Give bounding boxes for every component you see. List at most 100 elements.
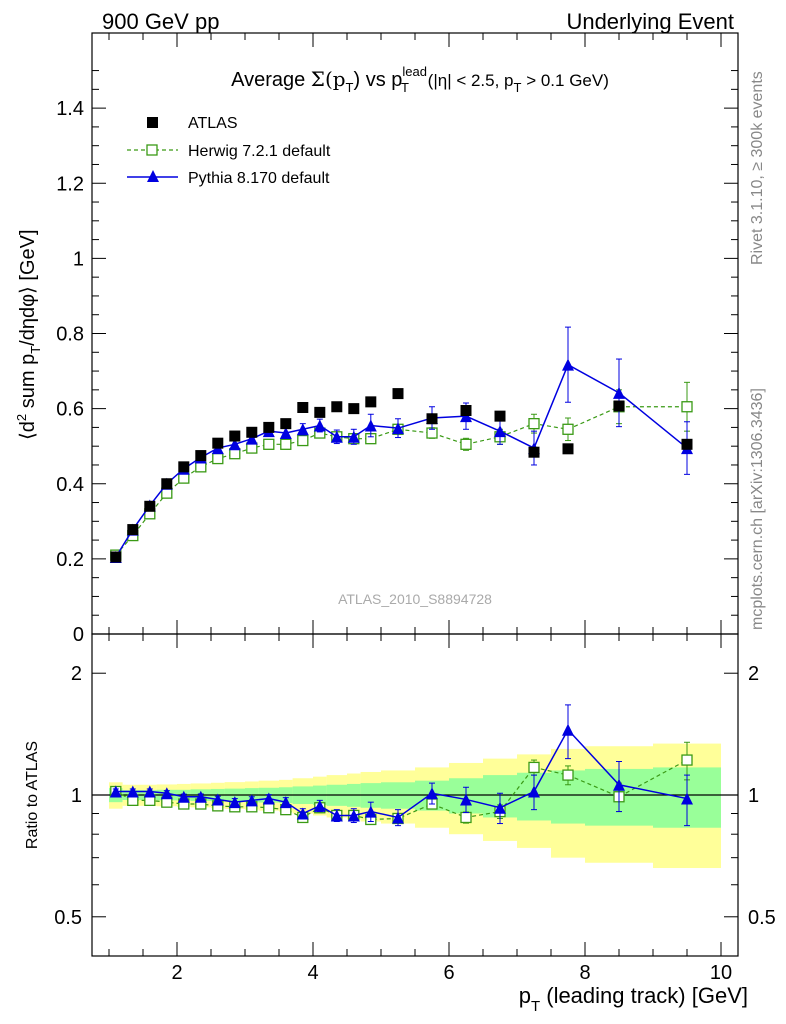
main-atlas-point [195, 450, 207, 462]
main-pythia-marker [613, 386, 625, 399]
ratio-pythia-marker [426, 787, 438, 800]
main-atlas-point [331, 401, 343, 413]
ratio-herwig-marker [528, 761, 540, 774]
main-herwig-marker [263, 438, 275, 450]
x-tick-label: 10 [710, 962, 732, 984]
legend-atlas-marker [147, 117, 158, 128]
main-y-label: ⟨d2 sum pT/dηdφ⟩ [GeV] [14, 229, 43, 440]
main-pythia-marker [313, 419, 326, 432]
main-y-tick-label: 1 [73, 248, 84, 270]
ratio-pythia-marker [562, 723, 574, 736]
main-y-tick-label: 0 [73, 624, 84, 646]
main-atlas-point [426, 413, 438, 425]
main-y-tick-label: 0.2 [56, 549, 84, 571]
main-pythia-marker [562, 358, 574, 371]
main-pythia-marker [392, 422, 404, 435]
ratio-pythia-marker [228, 796, 241, 809]
header-left: 900 GeV pp [102, 9, 219, 34]
ratio-herwig-marker [460, 811, 472, 824]
ratio-pythia-marker [364, 805, 377, 818]
main-pythia-marker [494, 425, 506, 438]
ratio-herwig-line [115, 759, 688, 821]
legend: ATLAS Herwig 7.2.1 default Pythia 8.170 … [127, 115, 331, 187]
legend-herwig-marker [146, 144, 158, 156]
ratio-pythia-marker [160, 787, 173, 800]
legend-atlas-label: ATLAS [188, 115, 238, 132]
main-atlas-point [528, 446, 540, 458]
ratio-y-tick-label: 2 [71, 663, 82, 685]
main-herwig-marker [681, 401, 693, 413]
main-herwig-marker [297, 434, 309, 447]
mcplots-label: mcplots.cern.ch [arXiv:1306.3436] [749, 388, 766, 630]
main-pythia-marker [330, 430, 343, 443]
legend-pythia-label: Pythia 8.170 default [188, 170, 330, 187]
main-atlas-point [297, 401, 309, 413]
ratio-pythia-marker [177, 790, 190, 803]
ratio-pythia-marker [613, 778, 625, 791]
ratio-data-layer [109, 704, 693, 827]
rivet-label: Rivet 3.1.10, ≥ 300k events [749, 71, 766, 265]
main-atlas-point [613, 400, 625, 412]
ratio-frame [91, 633, 739, 957]
main-atlas-point [144, 500, 156, 512]
main-atlas-point [348, 403, 360, 415]
x-tick-label: 6 [443, 962, 454, 984]
ratio-pythia-marker [392, 811, 404, 824]
main-atlas-point [229, 430, 241, 442]
ratio-y-tick-label-right: 0.5 [748, 907, 776, 929]
main-y-tick-label: 0.4 [56, 474, 84, 496]
main-pythia-marker [279, 427, 292, 440]
x-tick-label: 8 [579, 962, 590, 984]
ratio-pythia-marker [528, 785, 540, 798]
ratio-y-tick-label-right: 1 [748, 785, 759, 807]
ratio-pythia-marker [296, 807, 309, 820]
legend-pythia-marker [147, 170, 159, 182]
ratio-pythia-marker [494, 801, 506, 814]
main-atlas-point [681, 438, 693, 450]
ratio-y-label: Ratio to ATLAS [24, 741, 41, 849]
ratio-pythia-marker [109, 785, 122, 798]
ratio-pythia-marker [194, 790, 207, 803]
main-atlas-point [178, 461, 190, 473]
main-atlas-point [161, 478, 173, 490]
ratio-pythia-marker [330, 809, 343, 822]
main-pythia-marker [460, 410, 472, 423]
main-atlas-point [314, 406, 326, 418]
legend-herwig-label: Herwig 7.2.1 default [188, 143, 331, 160]
ratio-pythia-marker [126, 785, 139, 798]
main-pythia-marker [296, 423, 309, 436]
main-axis-ticks: 0 0.2 0.4 0.6 0.8 1 1.2 1.4 [56, 33, 738, 646]
ratio-pythia-marker [262, 792, 275, 805]
main-atlas-point [494, 410, 506, 422]
ratio-pythia-marker [347, 809, 360, 822]
main-herwig-marker [460, 438, 472, 450]
ratio-pythia-marker [460, 793, 472, 806]
x-tick-label: 4 [307, 962, 318, 984]
x-axis-label: pT (leading track) [GeV] [519, 983, 748, 1015]
header-right: Underlying Event [566, 9, 734, 34]
main-pythia-marker [347, 430, 360, 443]
ratio-pythia-marker [279, 796, 292, 809]
ratio-axis-ticks: 2 4 6 8 10 0.5 0.5 1 1 2 2 [54, 634, 776, 984]
main-atlas-point [263, 421, 275, 433]
main-data-layer [109, 326, 693, 563]
ratio-pythia-marker [681, 792, 693, 805]
ratio-y-tick-label-right: 2 [748, 663, 759, 685]
ratio-pythia-marker [143, 785, 156, 798]
main-pythia-marker [228, 438, 241, 451]
main-y-tick-label: 1.2 [56, 173, 84, 195]
main-atlas-point [246, 426, 258, 438]
main-y-tick-label: 1.4 [56, 98, 84, 120]
ratio-y-tick-label: 0.5 [54, 907, 82, 929]
x-tick-label: 2 [171, 962, 182, 984]
main-herwig-marker [212, 452, 224, 465]
analysis-annotation: ATLAS_2010_S8894728 [338, 591, 492, 607]
main-atlas-point [280, 418, 292, 430]
main-herwig-marker [280, 438, 292, 450]
ratio-herwig-marker [681, 754, 693, 766]
main-y-tick-label: 0.6 [56, 399, 84, 421]
ratio-pythia-marker [245, 794, 258, 807]
main-atlas-point [365, 396, 377, 408]
main-atlas-point [212, 437, 224, 449]
ratio-herwig-marker [562, 769, 574, 781]
